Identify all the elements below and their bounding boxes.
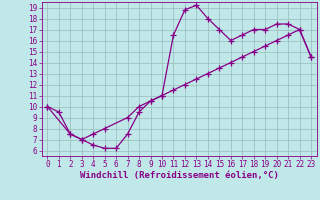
- X-axis label: Windchill (Refroidissement éolien,°C): Windchill (Refroidissement éolien,°C): [80, 171, 279, 180]
